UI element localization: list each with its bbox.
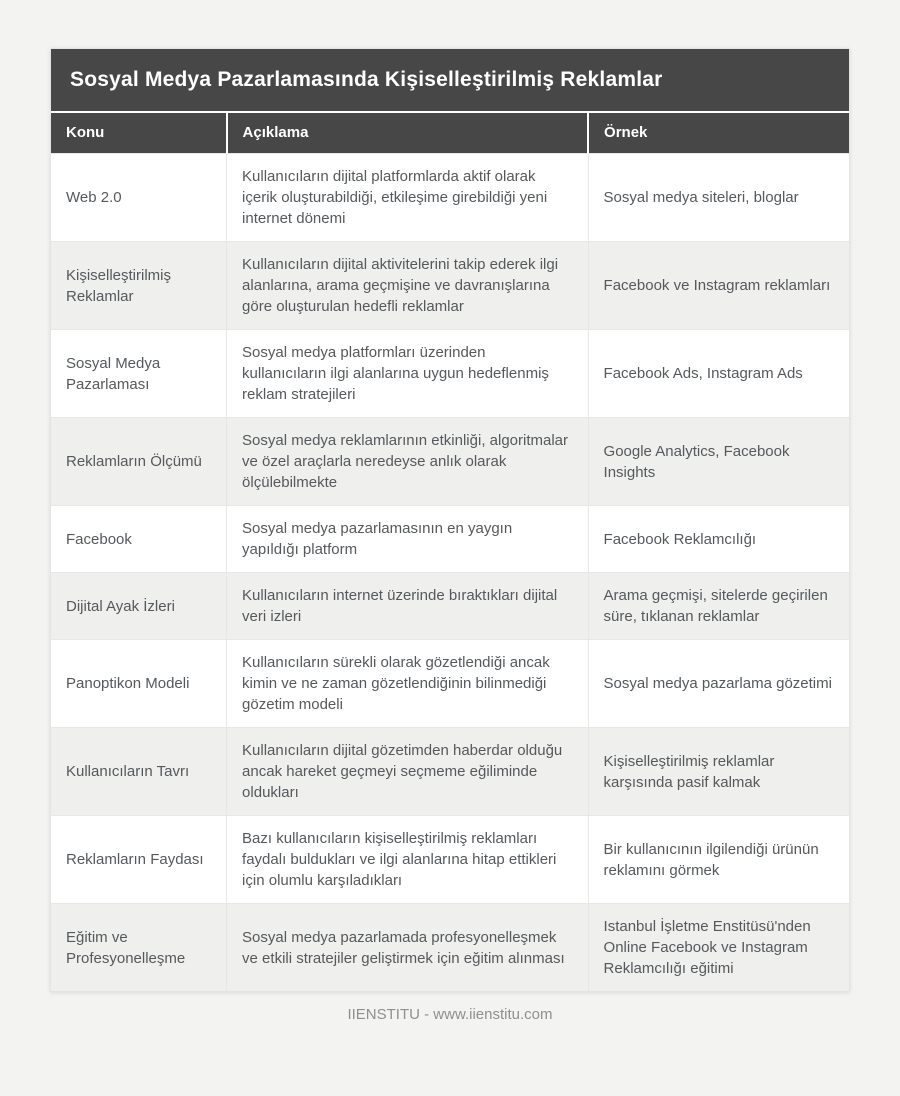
cell-ornek: Facebook ve Instagram reklamları bbox=[587, 241, 849, 330]
table-row: Panoptikon Modeli Kullanıcıların sürekli… bbox=[51, 639, 849, 728]
table-row: Eğitim ve Profesyonelleşme Sosyal medya … bbox=[51, 903, 849, 991]
cell-konu: Kullanıcıların Tavrı bbox=[51, 727, 227, 816]
table-row: Sosyal Medya Pazarlaması Sosyal medya pl… bbox=[51, 329, 849, 418]
cell-aciklama: Kullanıcıların dijital gözetimden haberd… bbox=[226, 727, 589, 816]
table-row: Facebook Sosyal medya pazarlamasının en … bbox=[51, 505, 849, 573]
cell-aciklama: Sosyal medya platformları üzerinden kull… bbox=[226, 329, 589, 418]
cell-aciklama: Kullanıcıların sürekli olarak gözetlendi… bbox=[226, 639, 589, 728]
cell-aciklama: Kullanıcıların dijital platformlarda akt… bbox=[226, 153, 589, 242]
column-header-konu: Konu bbox=[51, 113, 227, 154]
cell-konu: Reklamların Faydası bbox=[51, 815, 227, 904]
table-row: Reklamların Faydası Bazı kullanıcıların … bbox=[51, 815, 849, 904]
cell-ornek: Google Analytics, Facebook Insights bbox=[587, 417, 849, 506]
cell-konu: Sosyal Medya Pazarlaması bbox=[51, 329, 227, 418]
cell-ornek: Facebook Ads, Instagram Ads bbox=[587, 329, 849, 418]
table-row: Dijital Ayak İzleri Kullanıcıların inter… bbox=[51, 572, 849, 640]
header-row: Konu Açıklama Örnek bbox=[51, 113, 849, 154]
table-row: Kişiselleştirilmiş Reklamlar Kullanıcıla… bbox=[51, 241, 849, 330]
cell-ornek: Sosyal medya siteleri, bloglar bbox=[587, 153, 849, 242]
column-header-aciklama: Açıklama bbox=[225, 113, 589, 154]
cell-aciklama: Bazı kullanıcıların kişiselleştirilmiş r… bbox=[226, 815, 589, 904]
cell-aciklama: Kullanıcıların internet üzerinde bıraktı… bbox=[226, 572, 589, 640]
cell-konu: Web 2.0 bbox=[51, 153, 227, 242]
cell-konu: Kişiselleştirilmiş Reklamlar bbox=[51, 241, 227, 330]
cell-konu: Eğitim ve Profesyonelleşme bbox=[51, 903, 227, 991]
cell-aciklama: Kullanıcıların dijital aktivitelerini ta… bbox=[226, 241, 589, 330]
cell-aciklama: Sosyal medya pazarlamasının en yaygın ya… bbox=[226, 505, 589, 573]
content-table: Konu Açıklama Örnek Web 2.0 Kullanıcılar… bbox=[51, 113, 849, 991]
cell-ornek: Arama geçmişi, sitelerde geçirilen süre,… bbox=[587, 572, 849, 640]
cell-konu: Facebook bbox=[51, 505, 227, 573]
cell-ornek: Bir kullanıcının ilgilendiği ürünün rekl… bbox=[587, 815, 849, 904]
cell-ornek: Kişiselleştirilmiş reklamlar karşısında … bbox=[587, 727, 849, 816]
footer-credit: IIENSTITU - www.iienstitu.com bbox=[347, 1006, 553, 1023]
cell-konu: Dijital Ayak İzleri bbox=[51, 572, 227, 640]
cell-ornek: Istanbul İşletme Enstitüsü'nden Online F… bbox=[587, 903, 849, 991]
cell-ornek: Sosyal medya pazarlama gözetimi bbox=[587, 639, 849, 728]
column-header-ornek: Örnek bbox=[587, 113, 849, 154]
cell-aciklama: Sosyal medya pazarlamada profesyonelleşm… bbox=[226, 903, 589, 991]
cell-konu: Reklamların Ölçümü bbox=[51, 417, 227, 506]
page-title: Sosyal Medya Pazarlamasında Kişiselleşti… bbox=[51, 49, 849, 113]
table-card: Sosyal Medya Pazarlamasında Kişiselleşti… bbox=[50, 48, 850, 992]
table-row: Web 2.0 Kullanıcıların dijital platforml… bbox=[51, 153, 849, 242]
cell-aciklama: Sosyal medya reklamlarının etkinliği, al… bbox=[226, 417, 589, 506]
cell-konu: Panoptikon Modeli bbox=[51, 639, 227, 728]
table-row: Kullanıcıların Tavrı Kullanıcıların diji… bbox=[51, 727, 849, 816]
cell-ornek: Facebook Reklamcılığı bbox=[587, 505, 849, 573]
table-row: Reklamların Ölçümü Sosyal medya reklamla… bbox=[51, 417, 849, 506]
